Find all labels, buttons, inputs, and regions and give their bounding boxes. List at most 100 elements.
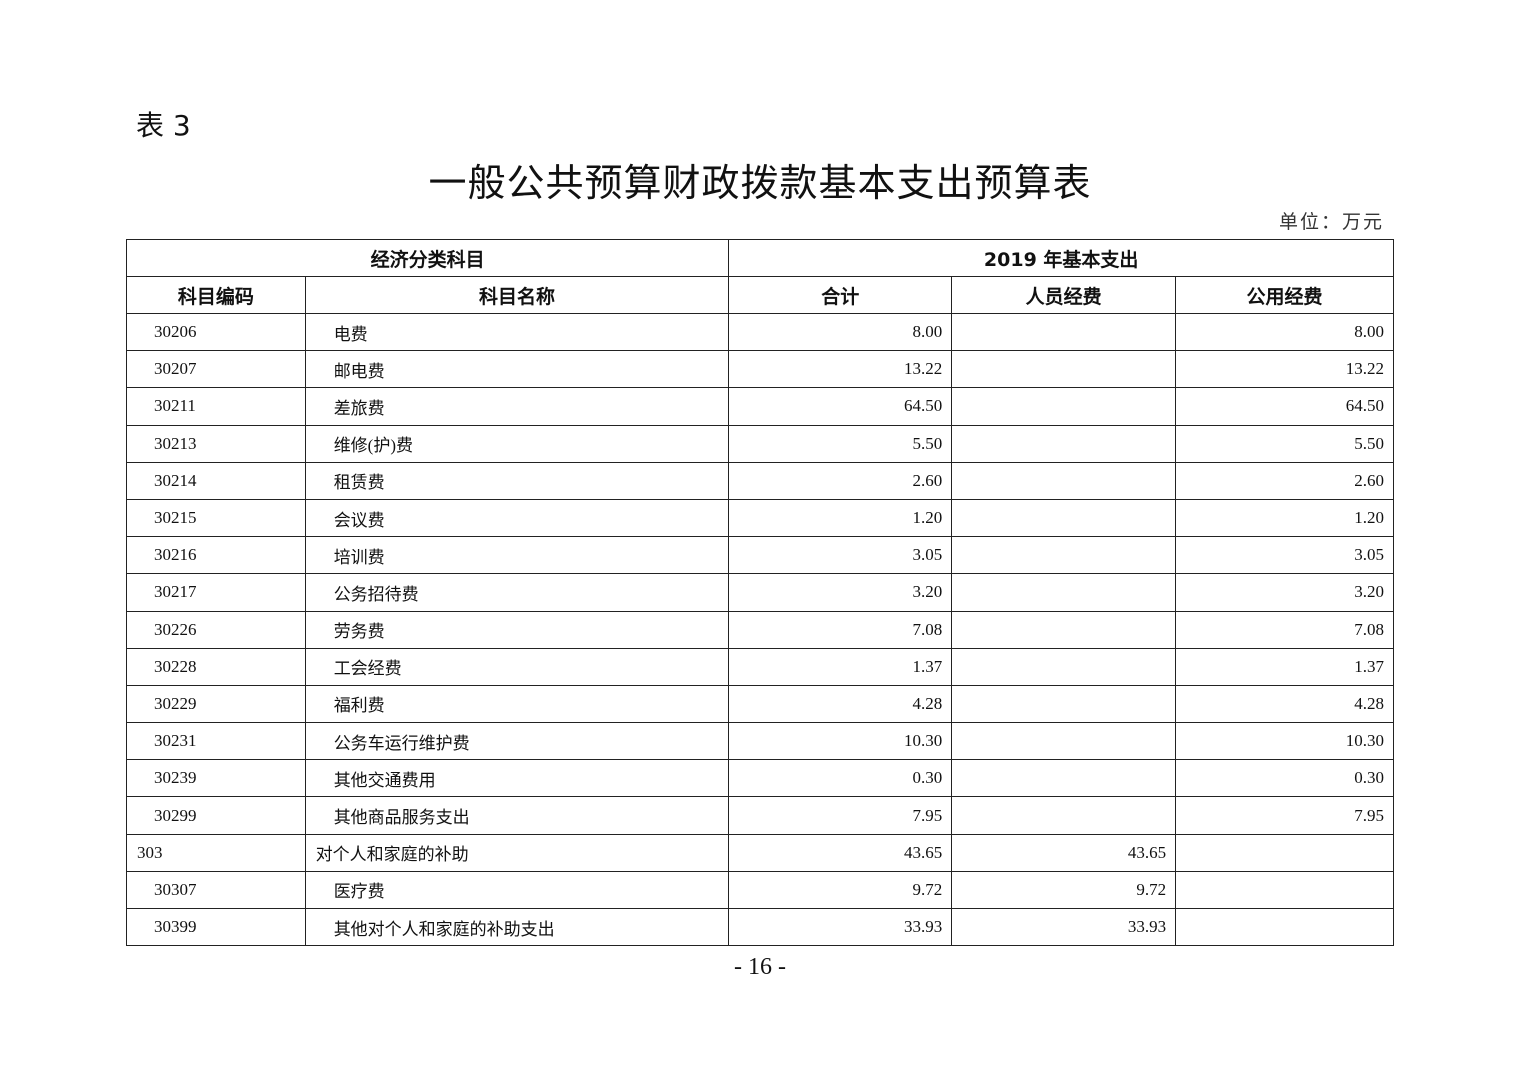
total-cell: 0.30: [728, 759, 953, 798]
code-cell: 30217: [126, 573, 306, 612]
code-cell: 30206: [126, 312, 306, 352]
page-title: 一般公共预算财政拨款基本支出预算表: [428, 161, 1092, 205]
personnel-cell: [951, 461, 1177, 500]
public-cell: 64.50: [1175, 387, 1394, 426]
total-cell: 4.28: [728, 684, 953, 724]
personnel-cell: 43.65: [951, 833, 1177, 872]
name-cell: 对个人和家庭的补助: [304, 833, 730, 872]
name-cell: 租赁费: [304, 461, 730, 500]
code-cell: 30399: [126, 907, 306, 947]
table-row: 30299 其他商品服务支出 7.95 7.95: [126, 796, 1394, 835]
personnel-cell: [951, 424, 1177, 463]
total-cell: 3.20: [728, 573, 953, 612]
table-row: 30211 差旅费 64.50 64.50: [126, 387, 1394, 426]
table-row: 30307 医疗费 9.72 9.72: [126, 870, 1394, 910]
public-cell: 2.60: [1175, 461, 1394, 500]
table-row: 30216 培训费 3.05 3.05: [126, 536, 1394, 575]
header-economic-classification: 经济分类科目: [125, 239, 730, 277]
public-cell: 13.22: [1175, 350, 1394, 389]
personnel-cell: [951, 498, 1177, 538]
header-column-row: 科目编码 科目名称 合计 人员经费 公用经费: [126, 276, 1394, 314]
name-cell: 培训费: [304, 536, 730, 575]
code-cell: 30307: [126, 870, 306, 910]
personnel-cell: 33.93: [951, 907, 1177, 947]
personnel-cell: [951, 387, 1177, 426]
code-cell: 30216: [126, 536, 306, 575]
column-header-code: 科目编码: [126, 276, 306, 314]
total-cell: 7.95: [728, 796, 953, 835]
unit-label: 单位：万元: [1278, 212, 1384, 233]
column-header-public: 公用经费: [1175, 276, 1394, 314]
personnel-cell: [951, 610, 1177, 649]
table-row: 30228 工会经费 1.37 1.37: [126, 647, 1394, 686]
public-cell: 7.08: [1175, 610, 1394, 649]
column-header-total: 合计: [728, 276, 953, 314]
table-row: 30229 福利费 4.28 4.28: [126, 684, 1394, 724]
table-row: 30217 公务招待费 3.20 3.20: [126, 573, 1394, 612]
table-row: 30226 劳务费 7.08 7.08: [126, 610, 1394, 649]
total-cell: 43.65: [728, 833, 953, 872]
personnel-cell: [951, 722, 1177, 761]
header-basic-expenditure: 2019 年基本支出: [728, 239, 1394, 277]
public-cell: 8.00: [1175, 312, 1394, 352]
page-number: - 16 -: [734, 954, 786, 980]
budget-table: 经济分类科目 2019 年基本支出 科目编码 科目名称 合计 人员经费 公用经费…: [125, 239, 1394, 947]
personnel-cell: [951, 536, 1177, 575]
table-body: 30206 电费 8.00 8.00 30207 邮电费 13.22 13.22 30211 差旅…: [126, 312, 1394, 947]
code-cell: 30226: [126, 610, 306, 649]
table-row: 30231 公务车运行维护费 10.30 10.30: [126, 722, 1394, 761]
total-cell: 2.60: [728, 461, 953, 500]
total-cell: 1.37: [728, 647, 953, 686]
name-cell: 工会经费: [304, 647, 730, 686]
column-header-name: 科目名称: [304, 276, 730, 314]
table-label: 表 3: [136, 109, 191, 142]
code-cell: 30213: [126, 424, 306, 463]
header-group-row: 经济分类科目 2019 年基本支出: [125, 239, 1394, 277]
public-cell: 10.30: [1175, 722, 1394, 761]
name-cell: 其他对个人和家庭的补助支出: [304, 907, 730, 947]
public-cell: 1.20: [1175, 498, 1394, 538]
code-cell: 30211: [126, 387, 306, 426]
total-cell: 7.08: [728, 610, 953, 649]
table-row: 30399 其他对个人和家庭的补助支出 33.93 33.93: [126, 907, 1394, 947]
table-row: 30239 其他交通费用 0.30 0.30: [126, 759, 1394, 798]
name-cell: 维修(护)费: [304, 424, 730, 463]
code-cell: 303: [126, 833, 306, 872]
public-cell: [1175, 833, 1394, 872]
personnel-cell: [951, 647, 1177, 686]
code-cell: 30299: [126, 796, 306, 835]
name-cell: 福利费: [304, 684, 730, 724]
table-row: 303 对个人和家庭的补助 43.65 43.65: [126, 833, 1394, 872]
public-cell: 3.20: [1175, 573, 1394, 612]
public-cell: [1175, 870, 1394, 910]
table-row: 30214 租赁费 2.60 2.60: [126, 461, 1394, 500]
name-cell: 公务招待费: [304, 573, 730, 612]
total-cell: 9.72: [728, 870, 953, 910]
public-cell: 5.50: [1175, 424, 1394, 463]
personnel-cell: [951, 684, 1177, 724]
total-cell: 3.05: [728, 536, 953, 575]
name-cell: 邮电费: [304, 350, 730, 389]
table-row: 30207 邮电费 13.22 13.22: [126, 350, 1394, 389]
name-cell: 医疗费: [304, 870, 730, 910]
name-cell: 其他交通费用: [304, 759, 730, 798]
public-cell: 1.37: [1175, 647, 1394, 686]
personnel-cell: [951, 350, 1177, 389]
personnel-cell: [951, 759, 1177, 798]
column-header-personnel: 人员经费: [951, 276, 1177, 314]
name-cell: 电费: [304, 312, 730, 352]
code-cell: 30231: [126, 722, 306, 761]
code-cell: 30239: [126, 759, 306, 798]
personnel-cell: 9.72: [951, 870, 1177, 910]
name-cell: 公务车运行维护费: [304, 722, 730, 761]
table-row: 30213 维修(护)费 5.50 5.50: [126, 424, 1394, 463]
total-cell: 1.20: [728, 498, 953, 538]
public-cell: 7.95: [1175, 796, 1394, 835]
name-cell: 差旅费: [304, 387, 730, 426]
total-cell: 33.93: [728, 907, 953, 947]
public-cell: [1175, 907, 1394, 947]
personnel-cell: [951, 312, 1177, 352]
total-cell: 10.30: [728, 722, 953, 761]
public-cell: 0.30: [1175, 759, 1394, 798]
total-cell: 64.50: [728, 387, 953, 426]
